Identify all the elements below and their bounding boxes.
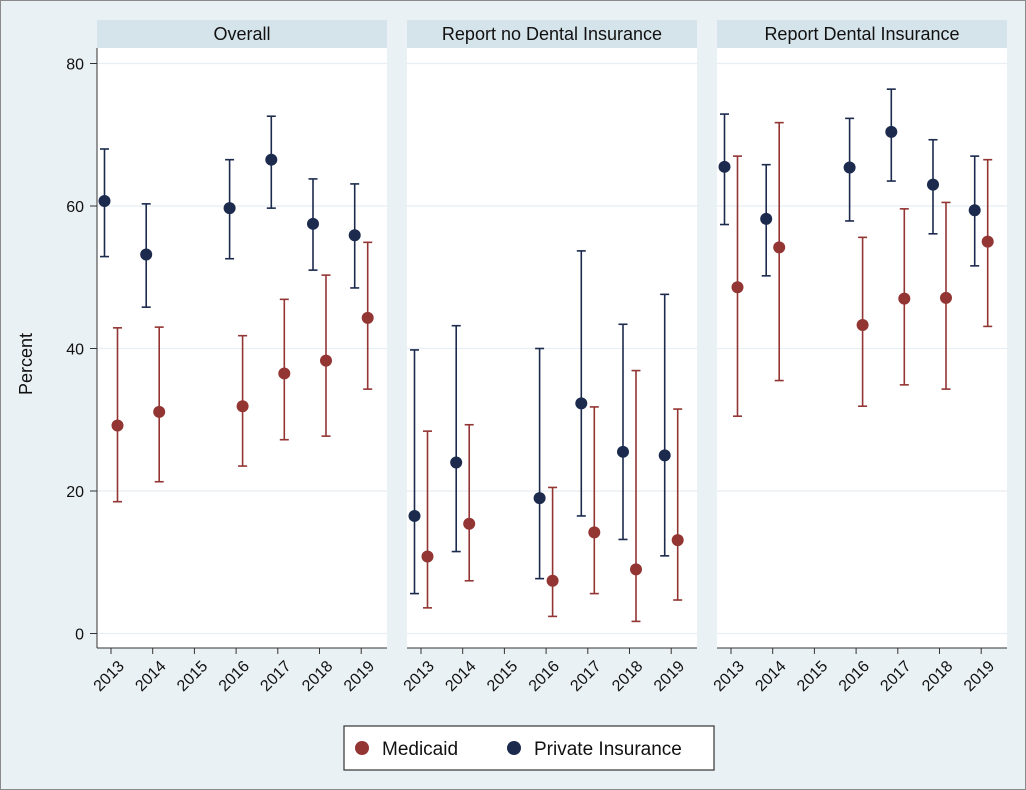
data-point [927, 178, 939, 191]
y-tick-label: 60 [66, 199, 84, 216]
data-point [361, 311, 374, 324]
panel-strip [717, 20, 1007, 48]
data-point [111, 419, 124, 432]
data-point [575, 397, 588, 410]
data-point [153, 405, 166, 418]
data-point [671, 534, 684, 547]
data-point [140, 248, 153, 261]
legend: Medicaid Private Insurance [343, 725, 715, 771]
data-point [968, 204, 981, 217]
data-point [658, 449, 671, 462]
data-point [588, 526, 601, 539]
series-medicaid [111, 241, 374, 503]
data-point [718, 160, 731, 173]
data-point [760, 212, 773, 225]
data-point [320, 354, 332, 367]
y-tick-label: 80 [66, 57, 84, 74]
data-point [731, 281, 744, 294]
data-point [885, 125, 898, 138]
data-point [856, 318, 869, 331]
panel-title: Report Dental Insurance [764, 24, 959, 44]
data-point [348, 229, 361, 242]
data-point [421, 550, 434, 563]
series-private-insurance [718, 88, 981, 277]
data-point [617, 445, 629, 458]
data-point [843, 161, 856, 174]
data-point [546, 574, 559, 587]
legend-label-private-insurance: Private Insurance [534, 739, 682, 760]
legend-label-medicaid: Medicaid [382, 739, 458, 760]
data-point [223, 202, 236, 215]
legend-marker-private-insurance [507, 741, 521, 755]
data-point [773, 241, 786, 254]
data-point [940, 291, 952, 304]
data-point [630, 563, 642, 576]
data-point [981, 235, 994, 248]
data-point [898, 292, 911, 305]
panel-title: Overall [213, 24, 270, 44]
y-axis-label: Percent [16, 333, 36, 395]
y-axis: 0 20 40 60 80 [66, 48, 98, 648]
y-tick-label: 40 [66, 342, 84, 359]
data-point [278, 367, 291, 380]
series-medicaid [731, 121, 994, 417]
panel-title: Report no Dental Insurance [442, 24, 662, 44]
data-point [533, 492, 546, 505]
data-point [265, 153, 278, 166]
series-private-insurance [98, 115, 361, 308]
data-point [236, 400, 249, 413]
data-point [463, 517, 476, 530]
panel-strip [407, 20, 697, 48]
data-point [408, 509, 421, 522]
data-point [98, 195, 111, 208]
y-tick-label: 20 [66, 484, 84, 501]
data-point [307, 217, 319, 230]
panel-strip [97, 20, 387, 48]
y-tick-label: 0 [75, 627, 84, 644]
series-medicaid [421, 369, 684, 623]
series-private-insurance [408, 250, 671, 595]
legend-box [343, 725, 715, 771]
data-point [450, 456, 463, 469]
legend-marker-medicaid [355, 741, 369, 755]
